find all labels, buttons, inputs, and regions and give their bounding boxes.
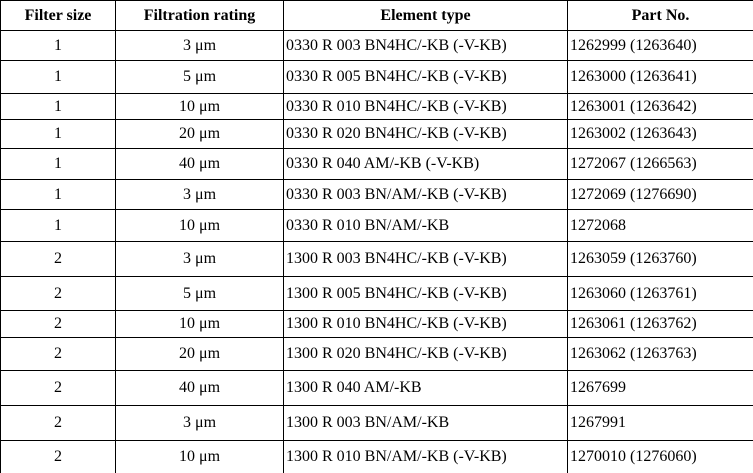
table-cell: 1263061 (1263762) — [567, 310, 753, 338]
table-cell: 1272067 (1266563) — [567, 148, 753, 180]
table-cell: 0330 R 005 BN4HC/-KB (-V-KB) — [283, 60, 568, 94]
table-cell: 40 μm — [115, 148, 284, 180]
table-cell: 1267699 — [567, 370, 753, 406]
table-cell: 1263059 (1263760) — [567, 241, 753, 277]
table-row: 2 20 μm 1300 R 020 BN4HC/-KB (-V-KB) 126306… — [0, 337, 753, 371]
table-cell: 5 μm — [115, 276, 284, 311]
table-cell: 2 — [0, 276, 116, 311]
table-cell: 10 μm — [115, 310, 284, 338]
table-cell: 1 — [0, 179, 116, 210]
table-cell: 0330 R 040 AM/-KB (-V-KB) — [283, 148, 568, 180]
table-cell: 1267991 — [567, 405, 753, 441]
table-cell: 3 μm — [115, 405, 284, 441]
table-cell: 10 μm — [115, 209, 284, 242]
header-cell: Filter size — [0, 0, 116, 31]
table-row: 1 10 μm 0330 R 010 BN/AM/-KB 1272068 — [0, 209, 753, 242]
table-cell: 1262999 (1263640) — [567, 30, 753, 61]
table-row: 1 20 μm 0330 R 020 BN4HC/-KB (-V-KB) 126300… — [0, 119, 753, 149]
table-cell: 1300 R 010 BN4HC/-KB (-V-KB) — [283, 310, 568, 338]
table-cell: 1 — [0, 209, 116, 242]
table-cell: 1263062 (1263763) — [567, 337, 753, 371]
table-cell: 1300 R 010 BN/AM/-KB (-V-KB) — [283, 440, 568, 473]
table-cell: 1263060 (1263761) — [567, 276, 753, 311]
table-cell: 1263001 (1263642) — [567, 93, 753, 120]
header-cell: Part No. — [567, 0, 753, 31]
table-cell: 0330 R 010 BN4HC/-KB (-V-KB) — [283, 93, 568, 120]
table-cell: 0330 R 020 BN4HC/-KB (-V-KB) — [283, 119, 568, 149]
table-cell: 40 μm — [115, 370, 284, 406]
table-cell: 1300 R 040 AM/-KB — [283, 370, 568, 406]
header-cell: Filtration rating — [115, 0, 284, 31]
table-cell: 1300 R 020 BN4HC/-KB (-V-KB) — [283, 337, 568, 371]
table-cell: 3 μm — [115, 241, 284, 277]
table-row: 2 10 μm 1300 R 010 BN4HC/-KB (-V-KB) 126306… — [0, 310, 753, 338]
table-cell: 1 — [0, 148, 116, 180]
table-cell: 1272068 — [567, 209, 753, 242]
table-cell: 3 μm — [115, 30, 284, 61]
table-cell: 1 — [0, 30, 116, 61]
table-cell: 1300 R 005 BN4HC/-KB (-V-KB) — [283, 276, 568, 311]
table-cell: 2 — [0, 337, 116, 371]
table-cell: 1 — [0, 119, 116, 149]
table-row: 2 10 μm 1300 R 010 BN/AM/-KB (-V-KB) 127001… — [0, 440, 753, 473]
table-cell: 1 — [0, 93, 116, 120]
header-row: Filter size Filtration rating Element type… — [0, 0, 753, 31]
table-cell: 2 — [0, 310, 116, 338]
table-cell: 1 — [0, 60, 116, 94]
table-cell: 1272069 (1276690) — [567, 179, 753, 210]
table-cell: 20 μm — [115, 119, 284, 149]
table-cell: 1263002 (1263643) — [567, 119, 753, 149]
table-cell: 2 — [0, 241, 116, 277]
header-cell: Element type — [283, 0, 568, 31]
table-cell: 2 — [0, 370, 116, 406]
table-cell: 1270010 (1276060) — [567, 440, 753, 473]
table-cell: 2 — [0, 440, 116, 473]
table-cell: 1300 R 003 BN/AM/-KB — [283, 405, 568, 441]
table-row: 1 40 μm 0330 R 040 AM/-KB (-V-KB) 1272067 (… — [0, 148, 753, 180]
table-cell: 2 — [0, 405, 116, 441]
table-cell: 0330 R 003 BN4HC/-KB (-V-KB) — [283, 30, 568, 61]
table-cell: 3 μm — [115, 179, 284, 210]
table-cell: 1263000 (1263641) — [567, 60, 753, 94]
table-cell: 1300 R 003 BN4HC/-KB (-V-KB) — [283, 241, 568, 277]
table-row: 1 10 μm 0330 R 010 BN4HC/-KB (-V-KB) 126300… — [0, 93, 753, 120]
table-cell: 5 μm — [115, 60, 284, 94]
table-cell: 0330 R 003 BN/AM/-KB (-V-KB) — [283, 179, 568, 210]
table-cell: 0330 R 010 BN/AM/-KB — [283, 209, 568, 242]
table-cell: 20 μm — [115, 337, 284, 371]
table-cell: 10 μm — [115, 440, 284, 473]
table-row: 2 40 μm 1300 R 040 AM/-KB 1267699 — [0, 370, 753, 406]
table-cell: 10 μm — [115, 93, 284, 120]
